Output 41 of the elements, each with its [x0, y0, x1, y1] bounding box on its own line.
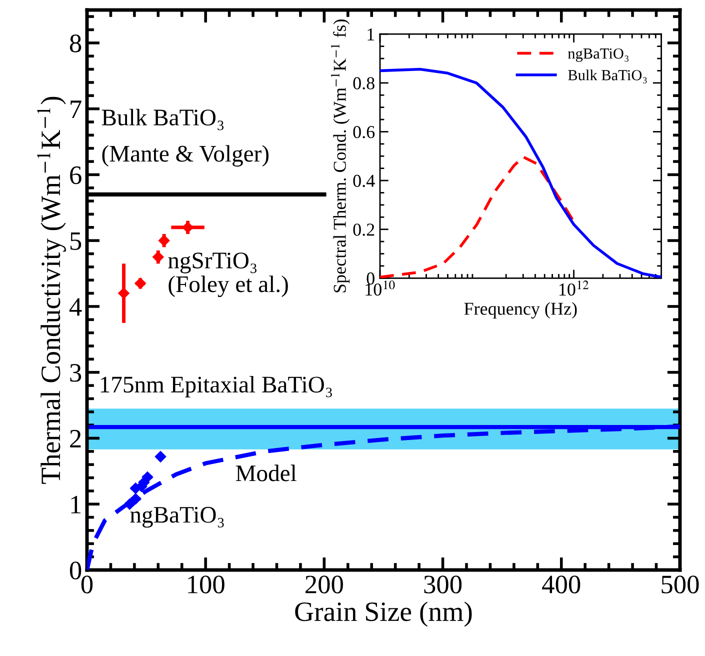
y-tick-label: 0.4: [353, 174, 375, 188]
annotation: ngSrTiO₃: [168, 252, 256, 274]
annotation: ngBaTiO₃: [130, 506, 224, 528]
y-tick-label: 2: [70, 430, 81, 448]
x-tick-label: 10$^{12}$: [559, 280, 589, 296]
legend-label: Bulk BaTiO₃: [568, 70, 647, 84]
y-tick-label: 0.8: [353, 77, 374, 90]
y-tick-label: 7: [70, 100, 82, 118]
point: [152, 251, 164, 263]
y-axis-title: Spectral Therm. Cond. (Wm$^{−1}$K$^{−1}$ fs): [330, 20, 350, 292]
point: [142, 471, 154, 483]
point: [154, 451, 166, 462]
y-tick-label: 0.2: [353, 224, 374, 236]
x-tick-label: 500: [662, 576, 699, 594]
x-tick-label: 400: [542, 576, 580, 594]
ref-line-label: 175nm Epitaxial BaTiO₃: [100, 376, 332, 398]
point: [182, 222, 194, 233]
y-tick-label: 6: [70, 166, 82, 184]
x-tick-label: 300: [424, 576, 462, 594]
y-axis-title: Thermal Conductivity (Wm$^{−1}$K$^{−1}$): [36, 96, 66, 484]
y-tick-label: 0: [70, 562, 82, 580]
annotation: (Mante & Volger): [102, 145, 269, 167]
y-tick-label: 4: [69, 298, 82, 316]
y-tick-label: 8: [70, 34, 82, 52]
point: [130, 493, 142, 504]
y-tick-label: 0.6: [353, 126, 375, 138]
annotation: Model: [236, 464, 296, 482]
point: [118, 288, 130, 299]
x-axis-title: Grain Size (nm): [295, 602, 472, 627]
y-tick-label: 1: [71, 496, 81, 514]
y-tick-label: 1: [368, 28, 374, 40]
y-tick-label: 3: [70, 364, 82, 382]
x-tick-label: 100: [188, 576, 224, 594]
x-tick-label: 200: [306, 576, 343, 594]
point: [134, 278, 146, 289]
annotation: Bulk BaTiO₃: [102, 108, 224, 130]
annotation: (Foley et al.): [168, 276, 288, 298]
x-axis-title: Frequency (Hz): [464, 302, 577, 319]
y-tick-label: 5: [70, 232, 82, 250]
legend-label: ngBaTiO₃: [568, 48, 629, 62]
point: [158, 234, 170, 246]
